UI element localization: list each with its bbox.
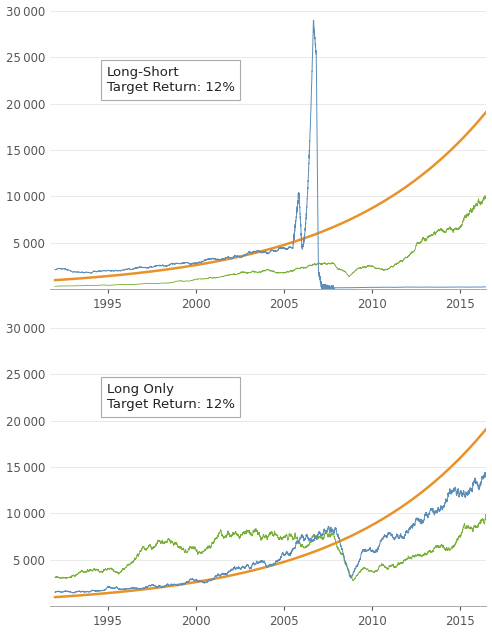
Text: Long-Short
Target Return: 12%: Long-Short Target Return: 12% xyxy=(107,67,235,94)
Text: Long Only
Target Return: 12%: Long Only Target Return: 12% xyxy=(107,384,235,411)
